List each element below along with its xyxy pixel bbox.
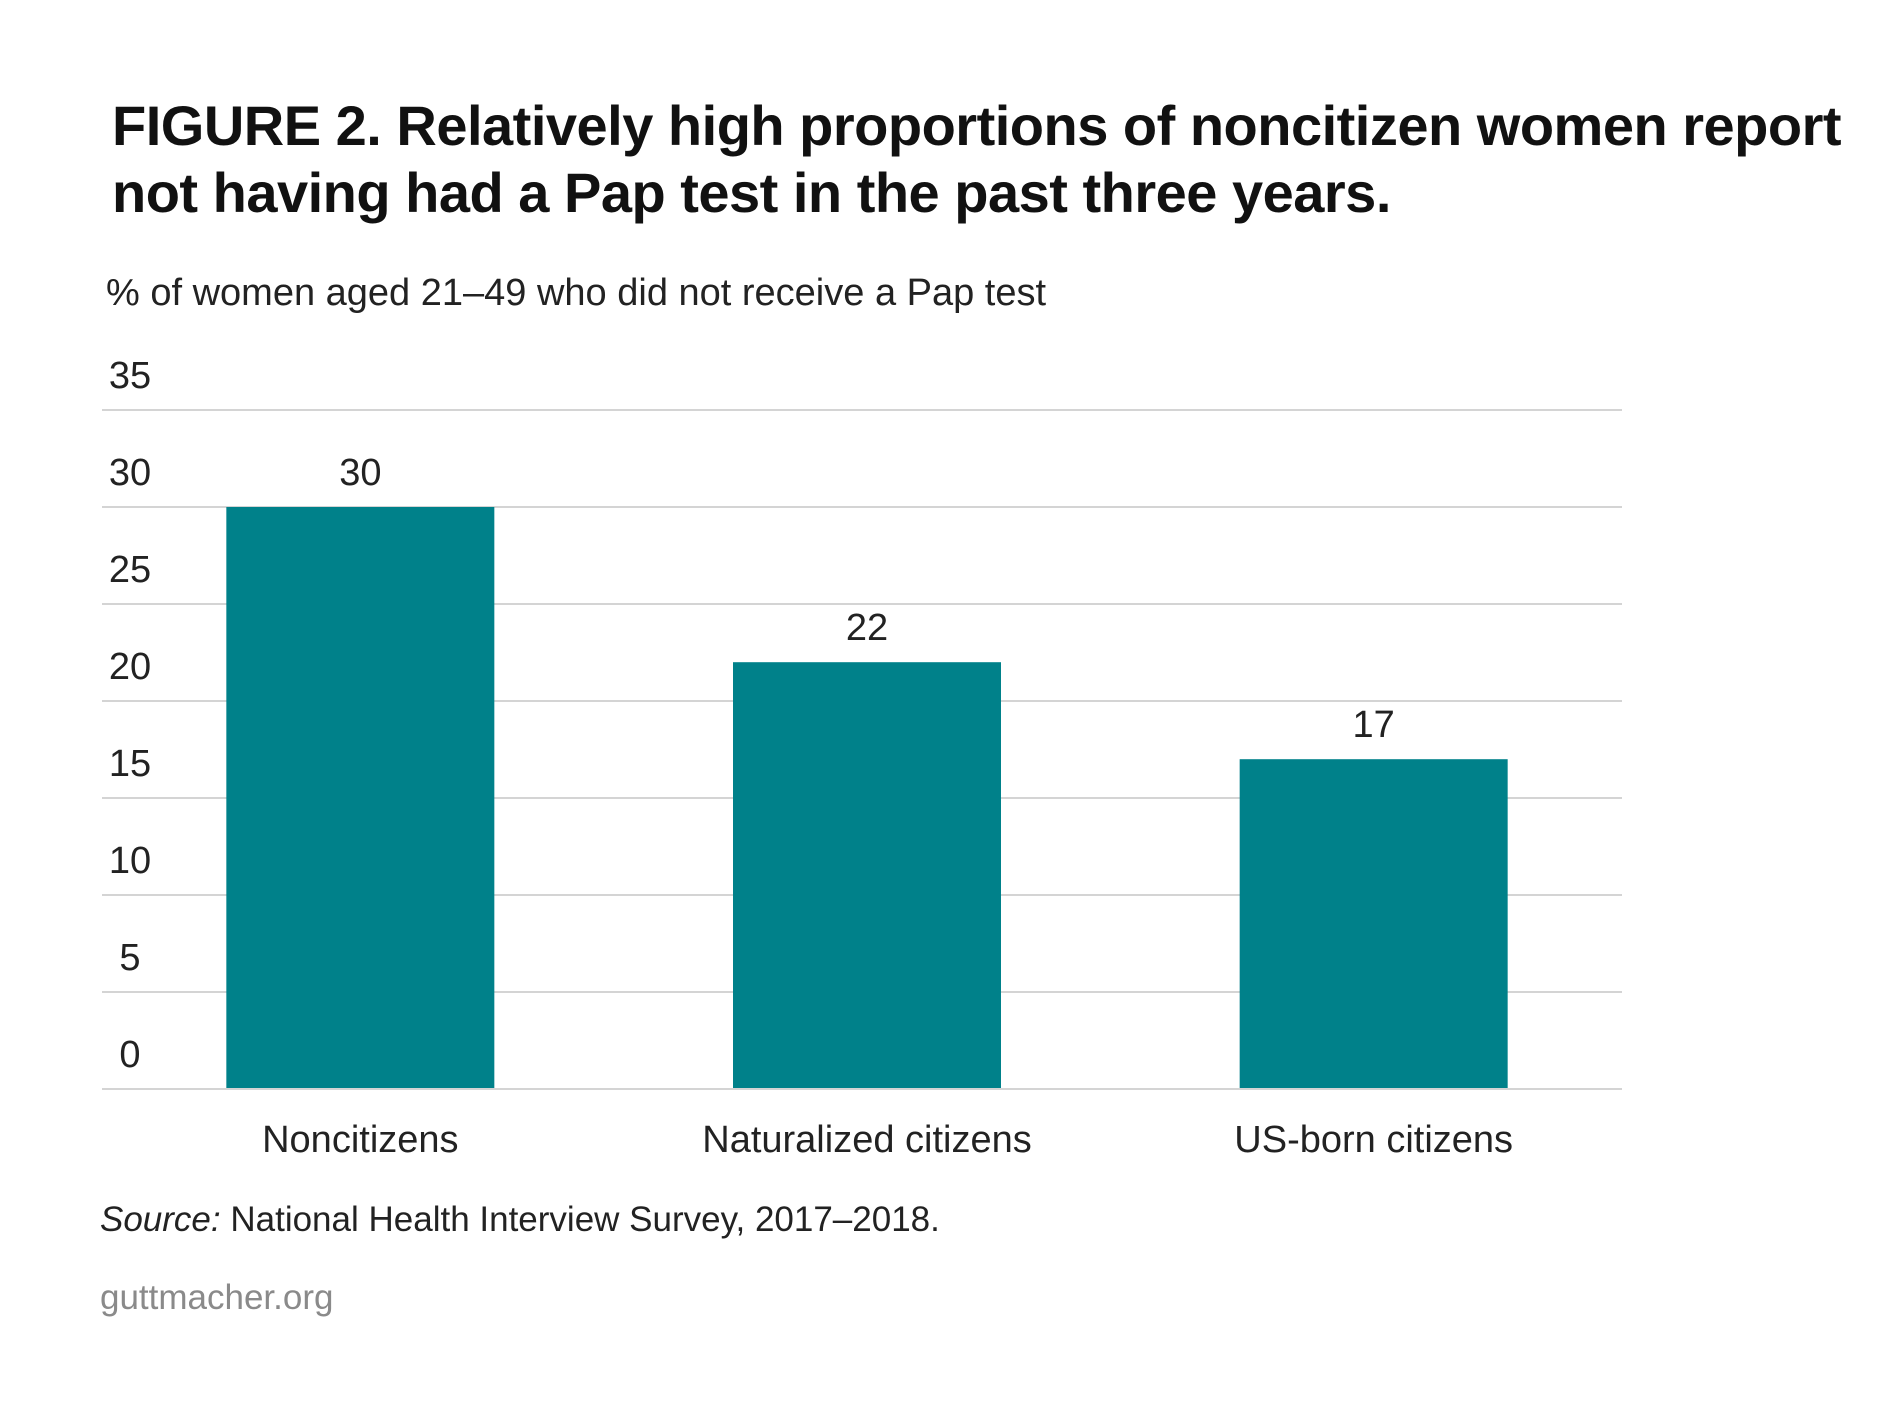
- y-tick-label: 25: [109, 549, 151, 591]
- data-label: 22: [846, 607, 888, 649]
- bar: [226, 507, 495, 1089]
- x-tick-label: US-born citizens: [1234, 1119, 1513, 1161]
- x-tick-label: Naturalized citizens: [702, 1119, 1031, 1161]
- y-tick-label: 20: [109, 646, 151, 688]
- y-tick-label: 10: [109, 840, 151, 882]
- source-text: National Health Interview Survey, 2017–2…: [220, 1200, 940, 1239]
- y-tick-label: 15: [109, 743, 151, 785]
- bar: [1239, 759, 1508, 1089]
- y-tick-label: 0: [119, 1034, 140, 1076]
- y-tick-label: 35: [109, 355, 151, 397]
- chart-title: FIGURE 2. Relatively high proportions of…: [112, 94, 1842, 224]
- data-label: 30: [339, 452, 381, 494]
- y-tick-label: 5: [119, 937, 140, 979]
- y-axis-label: % of women aged 21–49 who did not receiv…: [106, 272, 1047, 314]
- source-label: Source:: [100, 1200, 221, 1239]
- bar: [733, 662, 1001, 1089]
- footer-website: guttmacher.org: [100, 1278, 334, 1317]
- source-note: Source: National Health Interview Survey…: [100, 1200, 940, 1240]
- x-tick-label: Noncitizens: [262, 1119, 458, 1161]
- y-tick-label: 30: [109, 452, 151, 494]
- data-label: 17: [1353, 704, 1395, 746]
